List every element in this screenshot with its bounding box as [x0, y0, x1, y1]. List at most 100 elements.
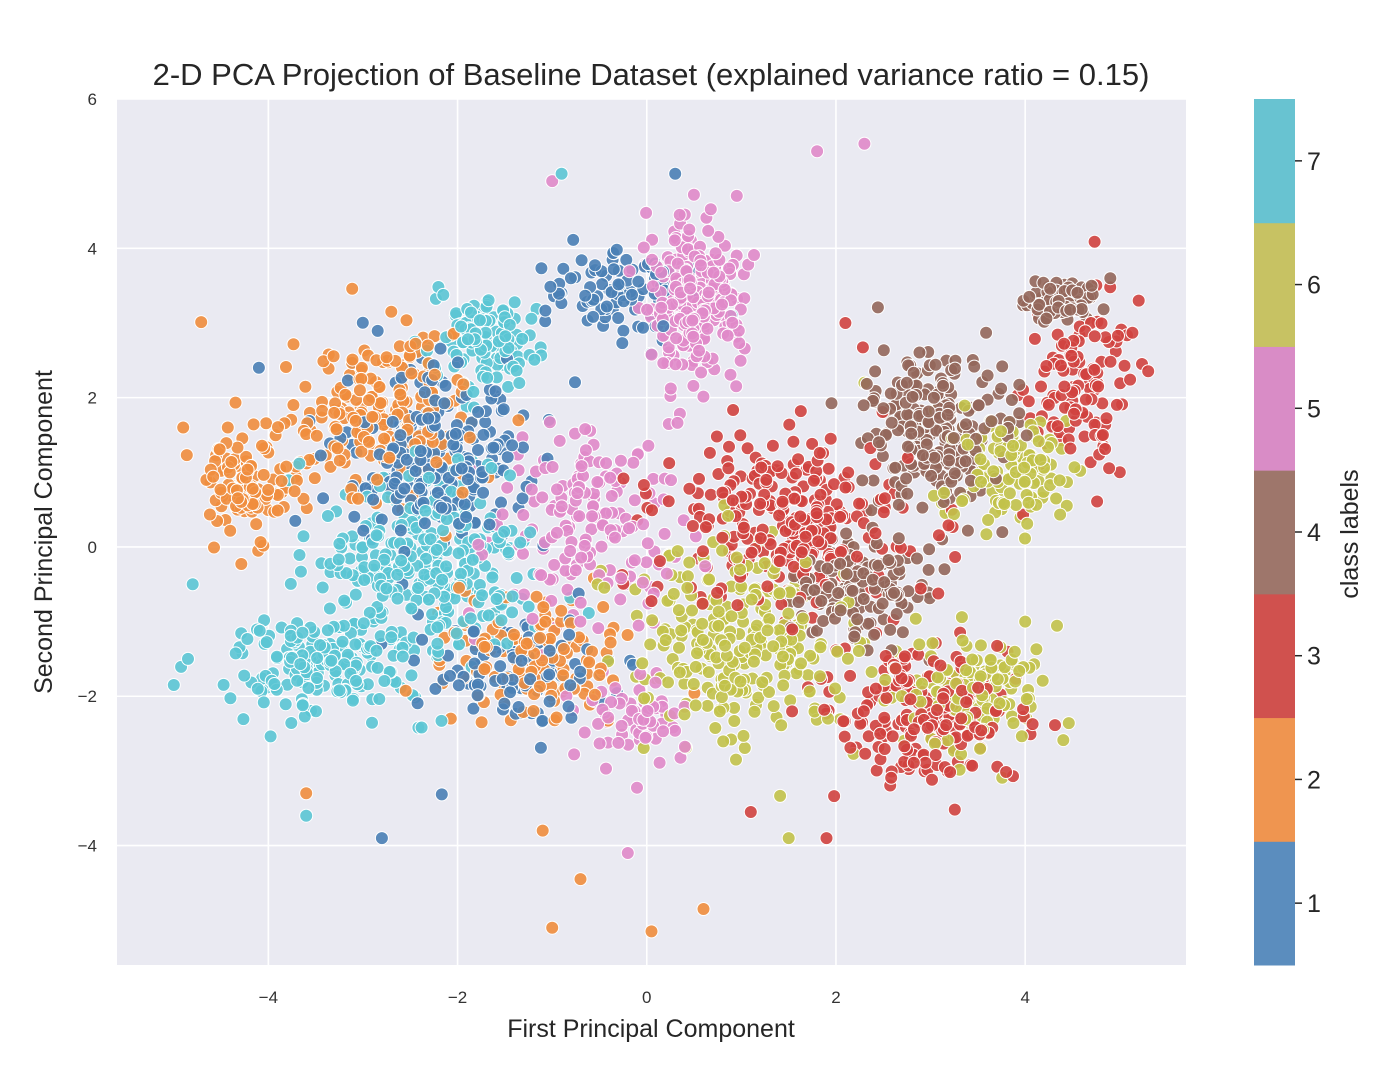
scatter-point-class-1 [476, 485, 491, 500]
scatter-point-class-1 [542, 643, 557, 658]
scatter-point-class-1 [413, 444, 428, 458]
scatter-point-class-1 [443, 668, 457, 683]
scatter-point-class-7 [370, 660, 385, 675]
scatter-point-class-5 [547, 557, 562, 572]
scatter-point-class-4 [850, 612, 865, 627]
scatter-point-class-5 [578, 422, 593, 437]
scatter-point-class-7 [290, 673, 305, 688]
scatter-point-class-2 [365, 409, 380, 424]
scatter-point-class-6 [686, 677, 701, 691]
scatter-point-class-2 [582, 655, 597, 670]
scatter-point-class-1 [393, 523, 408, 538]
scatter-point-class-6 [724, 609, 739, 624]
scatter-point-class-2 [207, 540, 221, 555]
scatter-point-class-1 [466, 624, 481, 639]
scatter-point-class-7 [434, 713, 449, 728]
scatter-point-class-3 [1087, 234, 1102, 249]
scatter-point-class-5 [568, 563, 583, 578]
scatter-point-class-7 [299, 808, 314, 823]
scatter-point-class-4 [928, 357, 943, 372]
scatter-point-class-5 [577, 725, 592, 740]
scatter-point-class-4 [921, 562, 936, 577]
scatter-point-class-7 [554, 166, 569, 181]
scatter-point-class-2 [176, 420, 191, 435]
y-tick-label: −4 [78, 837, 97, 856]
scatter-point-class-2 [399, 313, 414, 328]
scatter-point-class-3 [877, 491, 892, 506]
scatter-point-class-3 [1102, 461, 1117, 476]
colorbar-segment-2 [1254, 717, 1295, 842]
scatter-point-class-6 [597, 580, 612, 595]
scatter-point-class-7 [324, 653, 339, 668]
scatter-point-class-6 [878, 672, 893, 687]
scatter-point-class-5 [599, 456, 614, 471]
scatter-point-class-6 [701, 665, 716, 680]
scatter-point-class-7 [507, 295, 522, 310]
scatter-point-class-2 [298, 379, 313, 394]
scatter-point-class-7 [284, 716, 299, 730]
scatter-point-class-4 [995, 525, 1010, 540]
scatter-point-class-4 [936, 378, 951, 393]
scatter-point-class-2 [354, 444, 369, 459]
scatter-point-class-3 [709, 429, 724, 444]
scatter-point-class-7 [252, 623, 267, 638]
scatter-point-class-3 [833, 509, 848, 524]
scatter-point-class-3 [1063, 441, 1078, 456]
scatter-point-class-1 [476, 427, 491, 442]
scatter-point-class-3 [811, 534, 826, 549]
scatter-point-class-3 [787, 491, 802, 506]
scatter-point-class-6 [637, 691, 652, 706]
scatter-point-class-2 [230, 491, 245, 506]
scatter-point-class-6 [955, 494, 970, 508]
scatter-point-class-5 [686, 187, 701, 202]
scatter-point-class-4 [905, 389, 920, 404]
scatter-point-class-3 [930, 703, 944, 717]
scatter-point-class-7 [267, 677, 282, 691]
y-tick-label: −2 [78, 687, 97, 706]
scatter-point-class-6 [700, 698, 715, 713]
scatter-point-class-7 [414, 720, 429, 735]
scatter-point-class-5 [723, 367, 738, 382]
scatter-point-class-4 [995, 359, 1010, 374]
scatter-point-class-6 [1050, 618, 1064, 633]
scatter-point-class-1 [340, 373, 355, 388]
scatter-point-class-3 [971, 680, 986, 695]
scatter-point-class-3 [1027, 331, 1042, 346]
scatter-point-class-3 [878, 649, 893, 663]
scatter-point-class-4 [921, 404, 936, 419]
scatter-point-class-1 [393, 428, 408, 443]
scatter-point-class-3 [903, 692, 918, 707]
scatter-point-class-7 [372, 692, 387, 706]
scatter-point-class-6 [1031, 434, 1046, 449]
scatter-point-class-4 [1043, 281, 1058, 296]
scatter-point-class-3 [785, 704, 800, 719]
scatter-point-class-2 [533, 630, 547, 645]
scatter-point-class-4 [870, 300, 885, 315]
scatter-point-class-7 [395, 649, 410, 664]
scatter-point-class-1 [514, 653, 529, 668]
scatter-point-class-6 [986, 464, 1001, 479]
scatter-point-class-6 [716, 734, 731, 749]
scatter-point-class-6 [729, 752, 743, 767]
scatter-point-class-2 [556, 668, 571, 683]
scatter-point-class-2 [404, 366, 419, 381]
scatter-point-class-4 [906, 365, 921, 380]
scatter-point-class-5 [696, 389, 711, 404]
scatter-point-class-1 [434, 500, 449, 515]
scatter-point-class-5 [641, 438, 656, 453]
scatter-point-class-6 [773, 788, 788, 803]
scatter-point-class-1 [482, 517, 497, 532]
scatter-point-class-3 [733, 428, 748, 443]
scatter-point-class-4 [912, 345, 927, 360]
scatter-point-class-3 [754, 460, 769, 475]
scatter-point-class-3 [695, 596, 710, 611]
scatter-point-class-7 [411, 581, 426, 595]
scatter-point-class-7 [377, 674, 392, 688]
scatter-point-class-2 [352, 383, 367, 398]
scatter-point-class-4 [946, 431, 961, 445]
scatter-point-class-6 [1049, 491, 1064, 506]
scatter-point-class-2 [477, 639, 492, 654]
scatter-point-class-7 [423, 532, 438, 547]
x-axis-ticks: −4 −2 0 2 4 [259, 988, 1030, 1007]
scatter-point-class-7 [367, 558, 382, 573]
